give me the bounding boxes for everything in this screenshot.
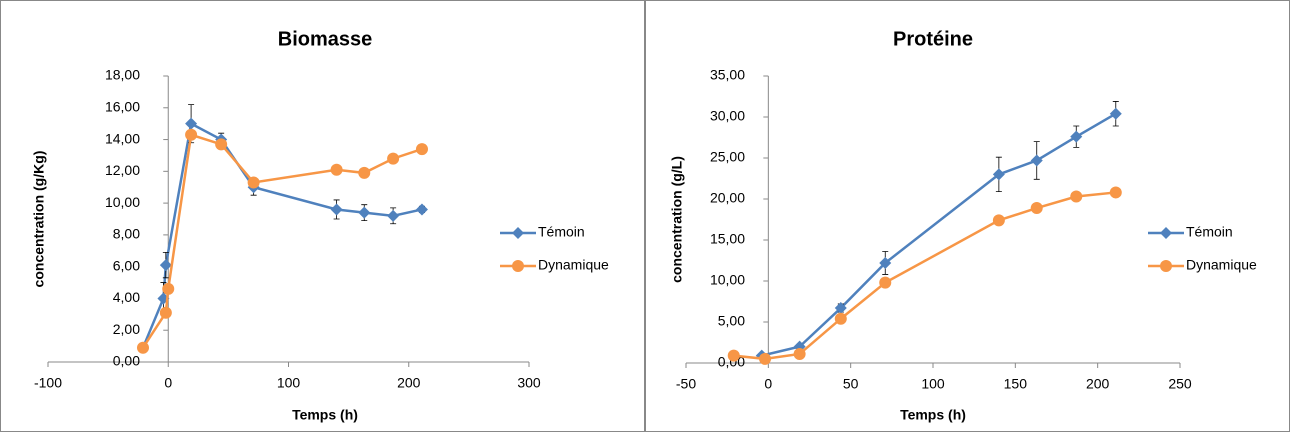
marker (185, 128, 198, 141)
chart-title: Protéine (893, 28, 973, 50)
y-tick-label: 10,00 (710, 272, 745, 288)
marker (834, 302, 847, 315)
marker (759, 352, 772, 365)
series-line (761, 112, 1117, 357)
x-tick-label: 100 (277, 375, 301, 391)
x-tick-label: 100 (921, 376, 945, 392)
marker (1070, 190, 1083, 203)
marker (330, 203, 343, 216)
series-line (141, 133, 423, 349)
legend-label: Témoin (538, 224, 585, 240)
marker (879, 256, 892, 269)
y-tick-label: 16,00 (105, 98, 140, 114)
chart-title: Biomasse (278, 28, 373, 50)
legend-marker (512, 227, 524, 239)
x-tick-label: 300 (517, 375, 541, 391)
marker (358, 206, 371, 219)
y-axis-title: concentration (g/L) (669, 156, 685, 283)
legend-label: Dynamique (1186, 257, 1257, 273)
y-tick-label: 6,00 (113, 257, 140, 273)
legend-marker (1160, 227, 1172, 239)
marker (834, 312, 847, 325)
legend-marker (512, 260, 524, 272)
panel-frame (645, 0, 1290, 432)
x-tick-label: 50 (843, 376, 859, 392)
marker (1070, 130, 1083, 143)
y-tick-label: 4,00 (113, 289, 140, 305)
y-tick-label: 8,00 (113, 226, 140, 242)
x-tick-label: 250 (1168, 376, 1192, 392)
y-axis-title: concentration (g/Kg) (31, 151, 47, 288)
marker (727, 349, 740, 362)
legend-marker (1160, 260, 1172, 272)
marker (387, 152, 400, 165)
y-tick-label: 15,00 (710, 231, 745, 247)
y-tick-label: 20,00 (710, 190, 745, 206)
y-tick-label: 30,00 (710, 108, 745, 124)
marker (415, 203, 428, 216)
marker (185, 117, 198, 130)
y-tick-label: 0,00 (113, 353, 140, 369)
x-tick-label: -100 (34, 375, 62, 391)
marker (330, 163, 343, 176)
x-tick-label: 0 (164, 375, 172, 391)
x-tick-label: 0 (764, 376, 772, 392)
marker (793, 347, 806, 360)
marker (136, 341, 149, 354)
y-tick-label: 35,00 (710, 67, 745, 83)
x-tick-label: 150 (1004, 376, 1028, 392)
marker (162, 282, 175, 295)
marker (159, 306, 172, 319)
marker (358, 166, 371, 179)
y-tick-label: 12,00 (105, 162, 140, 178)
y-tick-label: 10,00 (105, 194, 140, 210)
marker (215, 138, 228, 151)
marker (247, 176, 260, 189)
x-tick-label: 200 (397, 375, 421, 391)
marker (879, 276, 892, 289)
x-axis-title: Temps (h) (292, 407, 358, 423)
y-tick-label: 18,00 (105, 67, 140, 83)
marker (415, 143, 428, 156)
y-tick-label: 2,00 (113, 321, 140, 337)
panel-frame (0, 0, 645, 432)
legend-label: Dynamique (538, 257, 609, 273)
x-axis-title: Temps (h) (900, 407, 966, 423)
marker (1109, 107, 1122, 120)
y-tick-label: 5,00 (718, 313, 745, 329)
marker (1109, 186, 1122, 199)
x-tick-label: -50 (676, 376, 696, 392)
x-tick-label: 200 (1086, 376, 1110, 392)
marker (159, 259, 172, 272)
marker (1030, 202, 1043, 215)
marker (387, 209, 400, 222)
legend-label: Témoin (1186, 224, 1233, 240)
marker (992, 168, 1005, 181)
marker (992, 214, 1005, 227)
y-tick-label: 14,00 (105, 130, 140, 146)
y-tick-label: 25,00 (710, 149, 745, 165)
marker (1030, 154, 1043, 167)
